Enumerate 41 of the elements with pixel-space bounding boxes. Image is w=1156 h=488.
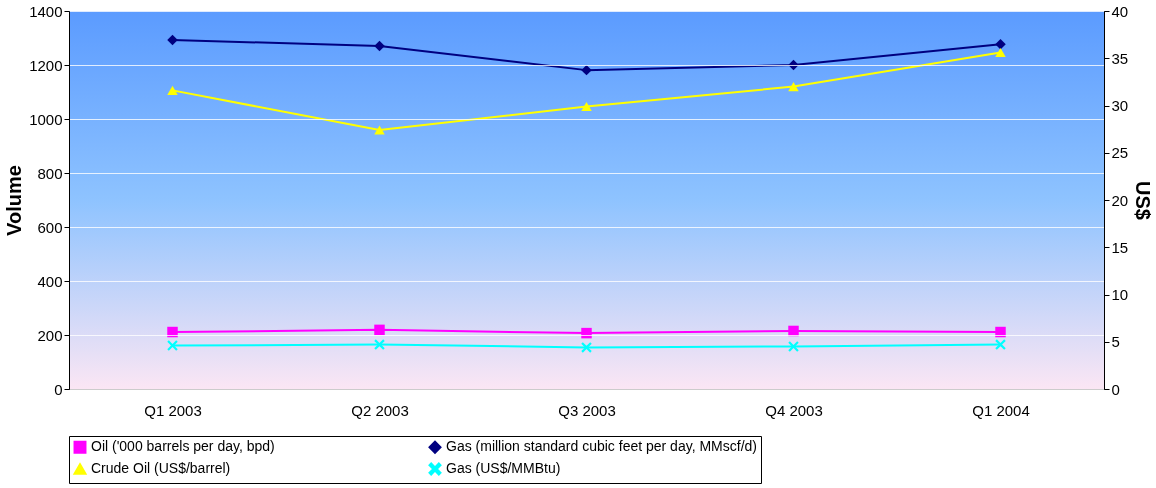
point [374,40,385,52]
y2-axis-title: US$ [1132,181,1155,220]
point [167,34,178,46]
point [374,125,385,135]
point [581,342,592,353]
x-tick-label: Q4 2003 [765,401,823,419]
point [167,85,178,95]
y-tick-label: 800 [37,164,63,182]
y-tick-label: 1400 [29,2,63,20]
point [581,101,592,111]
y-tick-label: 1000 [29,110,63,128]
point [167,326,178,338]
point [995,326,1006,338]
point [995,48,1006,58]
legend-label: Gas (million standard cubic feet per day, MMscf/d) [446,438,757,455]
x-tick-label: Q2 2003 [351,401,409,419]
x-tick-label: Q3 2003 [558,401,616,419]
y2-tick-label: 25 [1111,144,1129,162]
legend-label: Crude Oil (US$/barrel) [91,460,231,476]
point [788,82,799,92]
point [581,327,592,339]
y2-tick-label: 10 [1111,286,1129,303]
y2-tick-label: 30 [1111,97,1129,114]
y2-tick-label: 0 [1111,380,1120,398]
x-tick-label: Q1 2004 [972,401,1030,419]
y-tick-label: 1200 [29,56,63,74]
y-tick-label: 0 [54,380,63,398]
y-axis-title: Volume [3,165,26,236]
y-tick-label: 400 [37,272,63,290]
legend-label: Oil ('000 barrels per day, bpd) [91,438,275,455]
y-tick-label: 200 [37,326,63,344]
y2-tick-label: 40 [1111,2,1129,20]
legend-label: Gas (US$/MMBtu) [446,460,561,476]
y2-tick-label: 15 [1111,238,1129,256]
point [788,325,799,337]
x-tick-label: Q1 2003 [144,401,202,419]
y2-tick-label: 35 [1111,49,1129,67]
point [374,324,385,336]
y2-tick-label: 5 [1111,333,1120,351]
y-tick-label: 600 [37,218,63,236]
y2-tick-label: 20 [1111,191,1129,209]
